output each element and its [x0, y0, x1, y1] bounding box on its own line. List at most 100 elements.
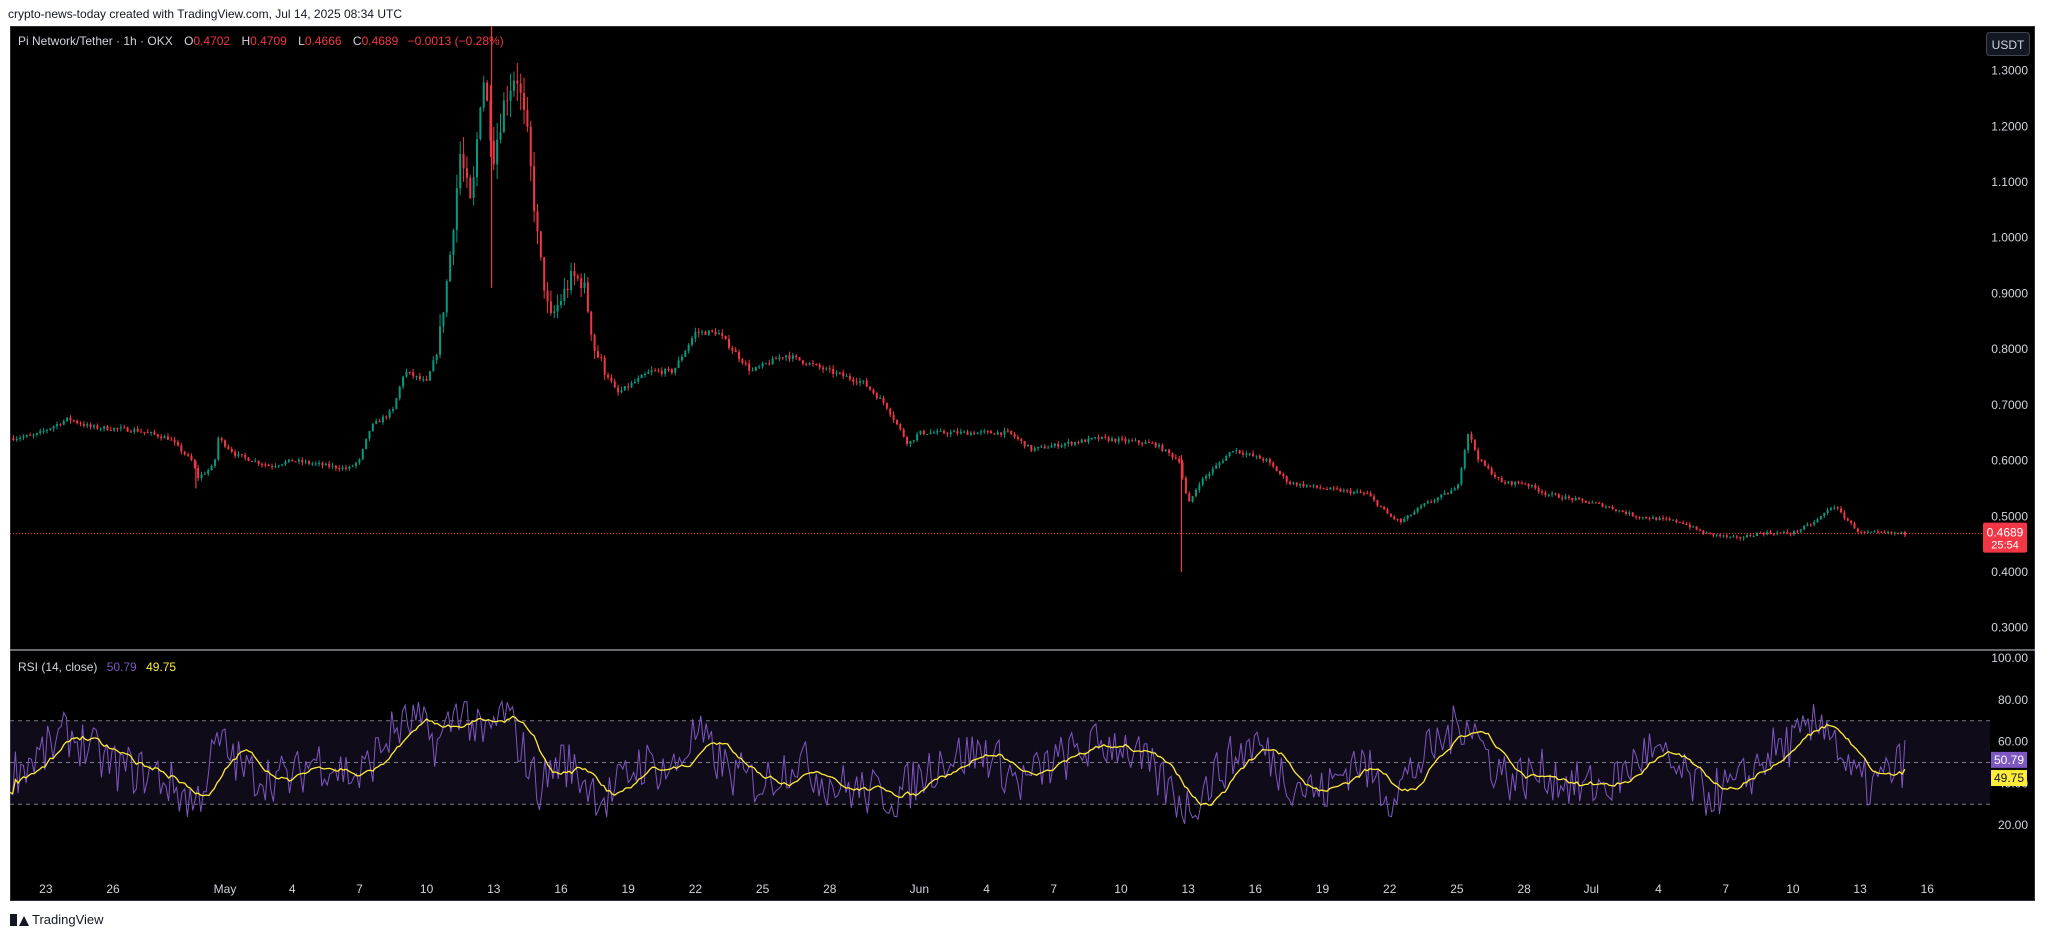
candle-body: [1635, 516, 1638, 518]
candle-body: [1732, 536, 1735, 538]
candle-body: [1446, 492, 1449, 494]
candle-body: [506, 100, 509, 102]
candle-body: [1184, 477, 1187, 494]
candle-body: [1769, 532, 1772, 534]
candle-body: [1144, 442, 1147, 444]
rsi-tag-value: 50.79: [1994, 753, 2024, 767]
candle-body: [1483, 460, 1486, 466]
candle-body: [277, 465, 280, 467]
candle-body: [341, 467, 344, 470]
candle-body: [1551, 493, 1554, 495]
candle-body: [899, 424, 902, 430]
candle-body: [529, 126, 532, 167]
candle-body: [92, 425, 95, 428]
candle-body: [62, 420, 65, 425]
chart-canvas[interactable]: 1.3000 1.2000 1.1000 1.0000 0.9000 0.8000 0.70…: [10, 26, 2035, 901]
candle-body: [674, 367, 677, 373]
candle-body: [79, 423, 82, 425]
candle-body: [1756, 532, 1759, 536]
candle-body: [647, 371, 650, 374]
price-tick-label: 1.2000: [1991, 119, 2028, 133]
candle-body: [1591, 502, 1594, 504]
candle-body: [1514, 481, 1517, 485]
candle-body: [721, 333, 724, 336]
time-tick-label: May: [214, 882, 237, 896]
candle-body: [1181, 462, 1184, 478]
candle-body: [29, 435, 32, 437]
candle-body: [1843, 512, 1846, 519]
candle-body: [667, 369, 670, 371]
candle-body: [378, 420, 381, 423]
tradingview-logo[interactable]: TradingView: [10, 912, 104, 927]
candle-body: [42, 430, 45, 432]
candle-body: [1457, 484, 1460, 489]
candle-body: [717, 333, 720, 335]
candle-body: [832, 369, 835, 374]
candle-body: [1026, 444, 1029, 447]
price-tick-label: 0.8000: [1991, 342, 2028, 356]
candle-body: [680, 356, 683, 361]
candle-body: [976, 432, 979, 435]
open-value: 0.4702: [193, 34, 231, 48]
candle-body: [1517, 481, 1520, 484]
candle-body: [402, 376, 405, 387]
candle-body: [1641, 516, 1644, 518]
candle-body: [509, 90, 512, 101]
candle-body: [932, 432, 935, 434]
change-value: −0.0013 (−0.28%): [407, 34, 504, 48]
time-tick-label: 13: [1853, 882, 1867, 896]
candle-body: [664, 369, 667, 374]
candle-body: [170, 439, 173, 441]
quote-currency-button[interactable]: USDT: [1986, 32, 2030, 56]
candle-body: [1527, 483, 1530, 487]
candle-body: [217, 438, 220, 460]
candle-body: [207, 470, 210, 474]
candle-body: [838, 372, 841, 374]
candle-body: [1786, 531, 1789, 534]
candle-body: [828, 368, 831, 370]
candle-body: [761, 363, 764, 367]
candle-body: [543, 257, 546, 291]
candle-body: [811, 363, 814, 365]
candle-body: [697, 331, 700, 333]
candle-body: [1470, 433, 1473, 440]
candle-body: [734, 350, 737, 353]
candle-body: [600, 357, 603, 359]
last-price-tag-value: 0.4689: [1987, 526, 2024, 540]
candle-body: [56, 424, 59, 427]
candle-body: [160, 436, 163, 439]
price-tick-label: 0.7000: [1991, 398, 2028, 412]
candle-body: [1016, 437, 1019, 440]
candle-body: [862, 380, 865, 382]
candle-body: [1880, 531, 1883, 533]
time-tick-label: 13: [1181, 882, 1195, 896]
candle-body: [395, 398, 398, 410]
candle-body: [1614, 509, 1617, 511]
candle-body: [1860, 531, 1863, 533]
candle-body: [59, 424, 62, 426]
time-tick-label: 10: [420, 882, 434, 896]
candle-body: [808, 363, 811, 365]
candle-body: [499, 132, 502, 140]
candle-body: [959, 431, 962, 434]
time-tick-label: 16: [1921, 882, 1935, 896]
candle-body: [825, 368, 828, 370]
candle-body: [455, 188, 458, 231]
candle-body: [704, 331, 707, 335]
candle-body: [264, 464, 267, 466]
candle-body: [1268, 459, 1271, 463]
price-tick-label: 0.4000: [1991, 565, 2028, 579]
candle-body: [1504, 482, 1507, 484]
candle-body: [237, 454, 240, 456]
candle-body: [428, 371, 431, 381]
candle-body: [52, 426, 55, 429]
candle-body: [1698, 529, 1701, 531]
candle-body: [1393, 516, 1396, 519]
candle-body: [727, 339, 730, 348]
candle-body: [1460, 468, 1463, 485]
candle-body: [610, 377, 613, 382]
candle-body: [785, 355, 788, 358]
candle-body: [1067, 441, 1070, 444]
candle-body: [1134, 440, 1137, 442]
candle-body: [1050, 445, 1053, 448]
